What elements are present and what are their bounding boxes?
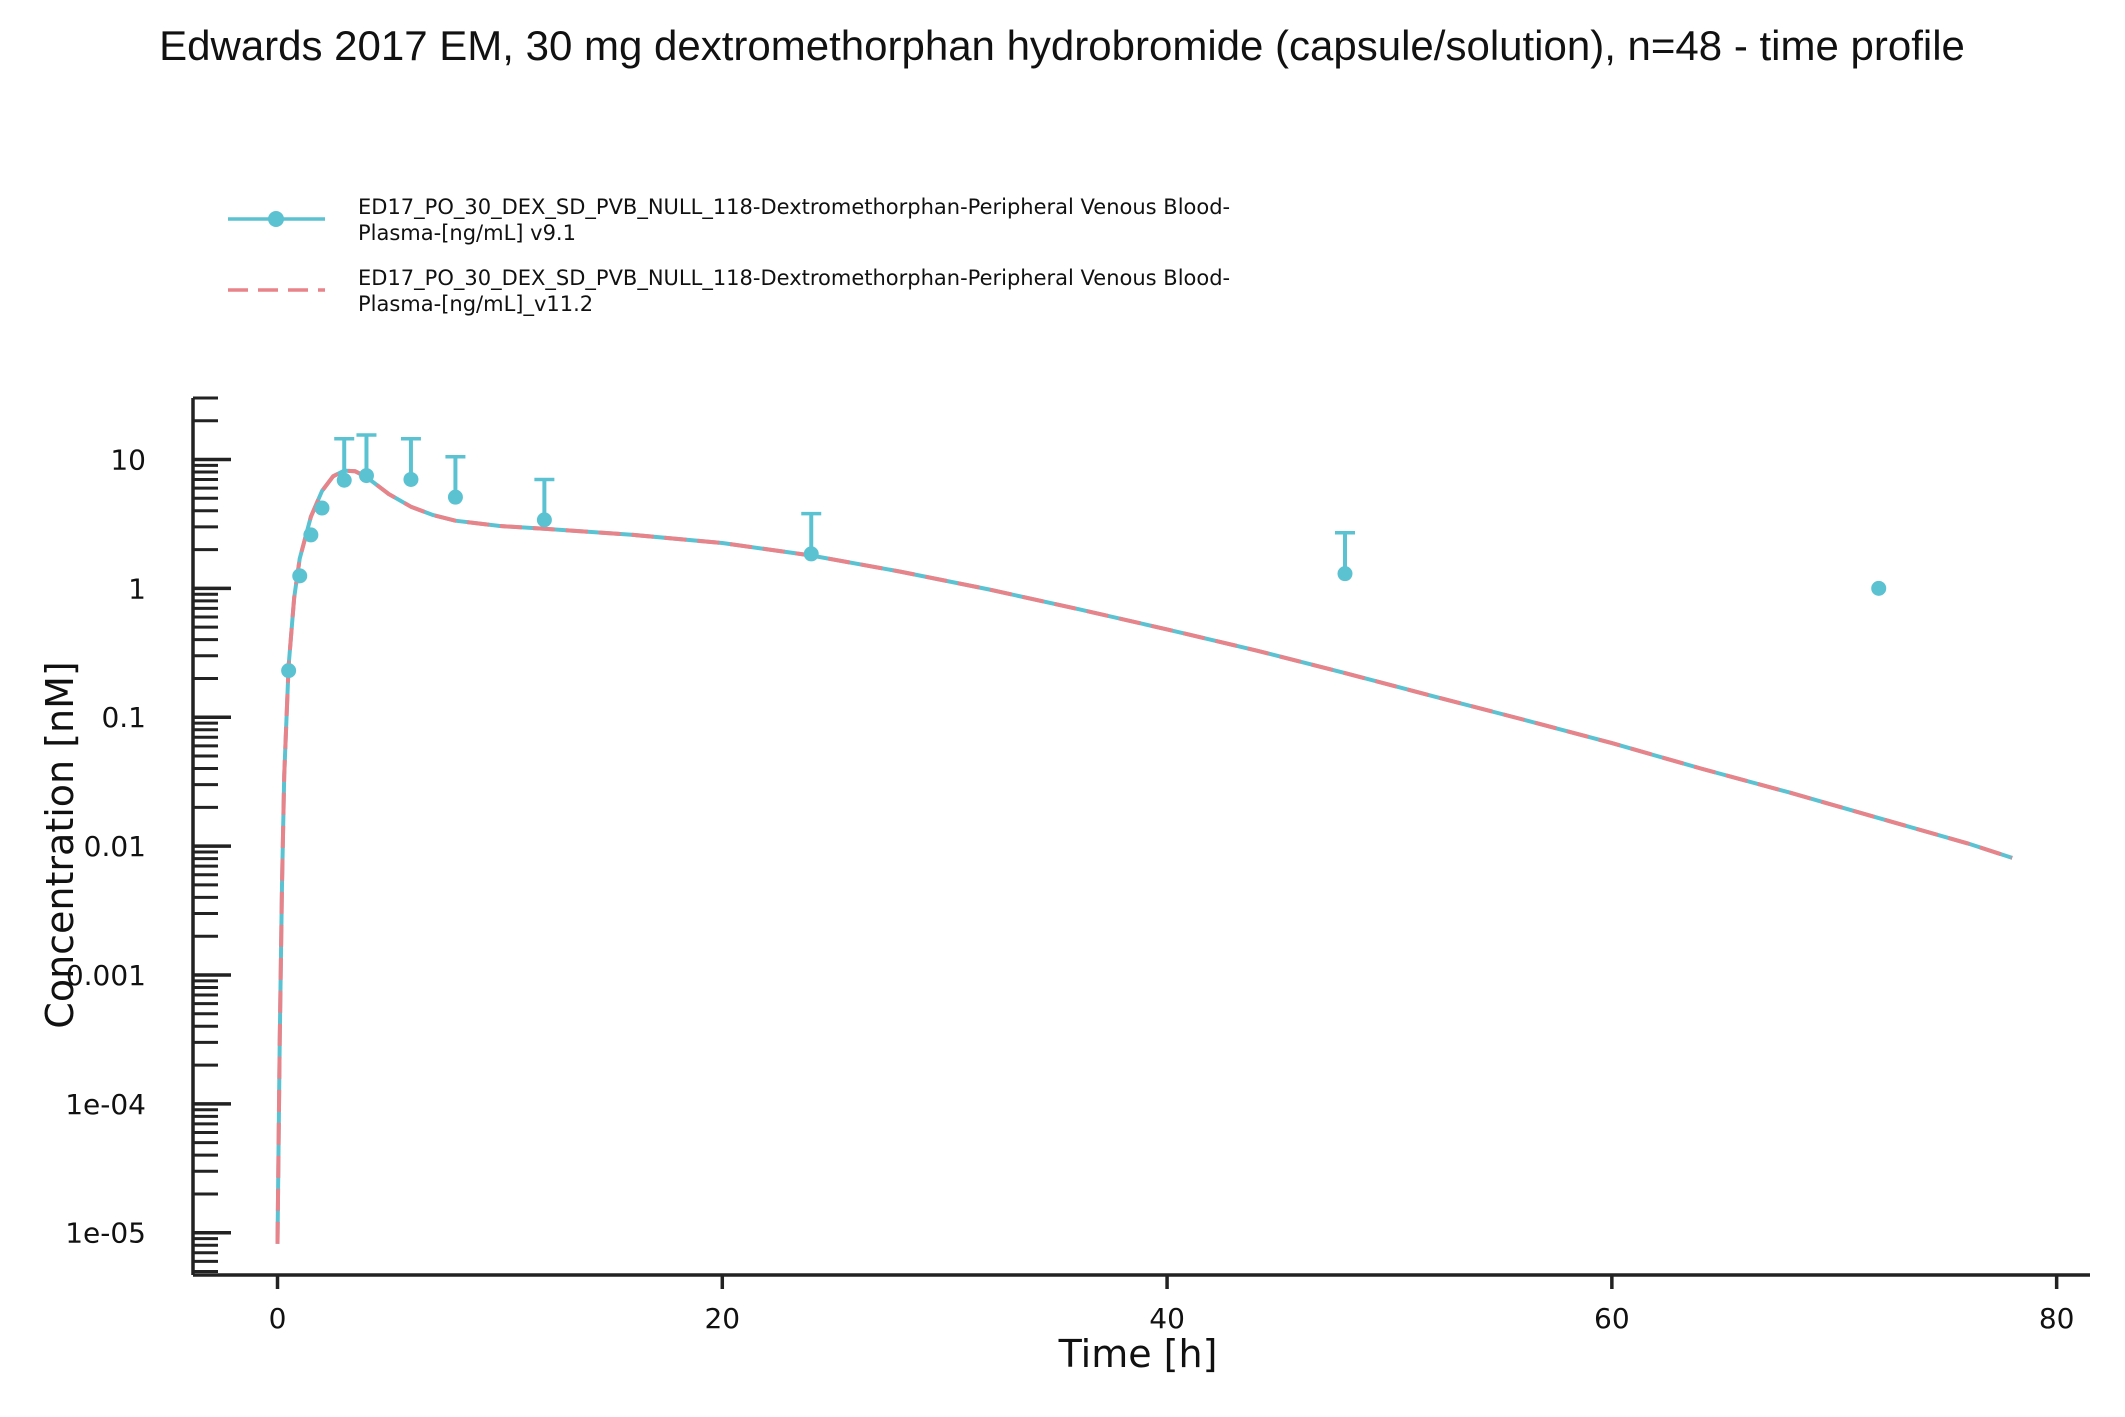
legend-entry-observed-v9-1: ED17_PO_30_DEX_SD_PVB_NULL_118-Dextromet… — [228, 195, 1230, 245]
series-layer — [275, 468, 2013, 1244]
legend-label-v11-2-line2: Plasma-[ng/mL]_v11.2 — [358, 292, 593, 317]
x-tick-label: 0 — [269, 1302, 287, 1335]
y-tick-label: 1e-05 — [65, 1217, 146, 1250]
observed-point — [358, 468, 374, 484]
y-tick-label: 1e-04 — [65, 1088, 146, 1121]
observed-point — [447, 489, 463, 505]
observed-point — [281, 663, 297, 679]
legend-label-v9-1-line2: Plasma-[ng/mL] v9.1 — [358, 221, 576, 245]
observed-point — [536, 512, 552, 528]
y-tick-label: 0.1 — [101, 701, 146, 734]
x-tick-label: 60 — [1594, 1302, 1630, 1335]
y-axis: 1e-05 1e-04 0.001 0.01 0.1 1 10 — [65, 396, 231, 1275]
x-tick-label: 40 — [1149, 1302, 1185, 1335]
legend-label-v11-2-line1: ED17_PO_30_DEX_SD_PVB_NULL_118-Dextromet… — [358, 266, 1230, 291]
observed-point — [803, 546, 819, 562]
y-axis-label: Concentration [nM] — [38, 661, 82, 1028]
series-line-v9-1 — [275, 468, 2013, 1244]
chart-title: Edwards 2017 EM, 30 mg dextromethorphan … — [159, 22, 1965, 69]
x-tick-label: 80 — [2039, 1302, 2075, 1335]
x-tick-label: 20 — [704, 1302, 740, 1335]
x-axis-label: Time [h] — [1058, 1332, 1218, 1376]
y-tick-label: 0.001 — [66, 959, 146, 992]
series-line-v11-2 — [275, 468, 2013, 1244]
observed-point — [292, 568, 308, 584]
y-tick-label: 10 — [110, 443, 146, 476]
observed-point — [1871, 580, 1887, 596]
y-tick-label: 1 — [128, 572, 146, 605]
legend: ED17_PO_30_DEX_SD_PVB_NULL_118-Dextromet… — [228, 195, 1230, 317]
y-tick-label: 0.01 — [84, 830, 146, 863]
observed-point — [314, 500, 330, 516]
plot-area — [275, 433, 2013, 1244]
observed-point — [403, 471, 419, 487]
observed-point — [1337, 566, 1353, 582]
legend-label-v9-1-line1: ED17_PO_30_DEX_SD_PVB_NULL_118-Dextromet… — [358, 195, 1230, 220]
observed-point — [303, 527, 319, 543]
observed-layer — [281, 433, 1887, 679]
observed-point — [336, 472, 352, 488]
legend-swatch-marker-v9-1 — [268, 211, 284, 227]
legend-entry-simulated-v11-2: ED17_PO_30_DEX_SD_PVB_NULL_118-Dextromet… — [228, 266, 1230, 317]
x-axis: 0 20 40 60 80 — [193, 1273, 2090, 1335]
